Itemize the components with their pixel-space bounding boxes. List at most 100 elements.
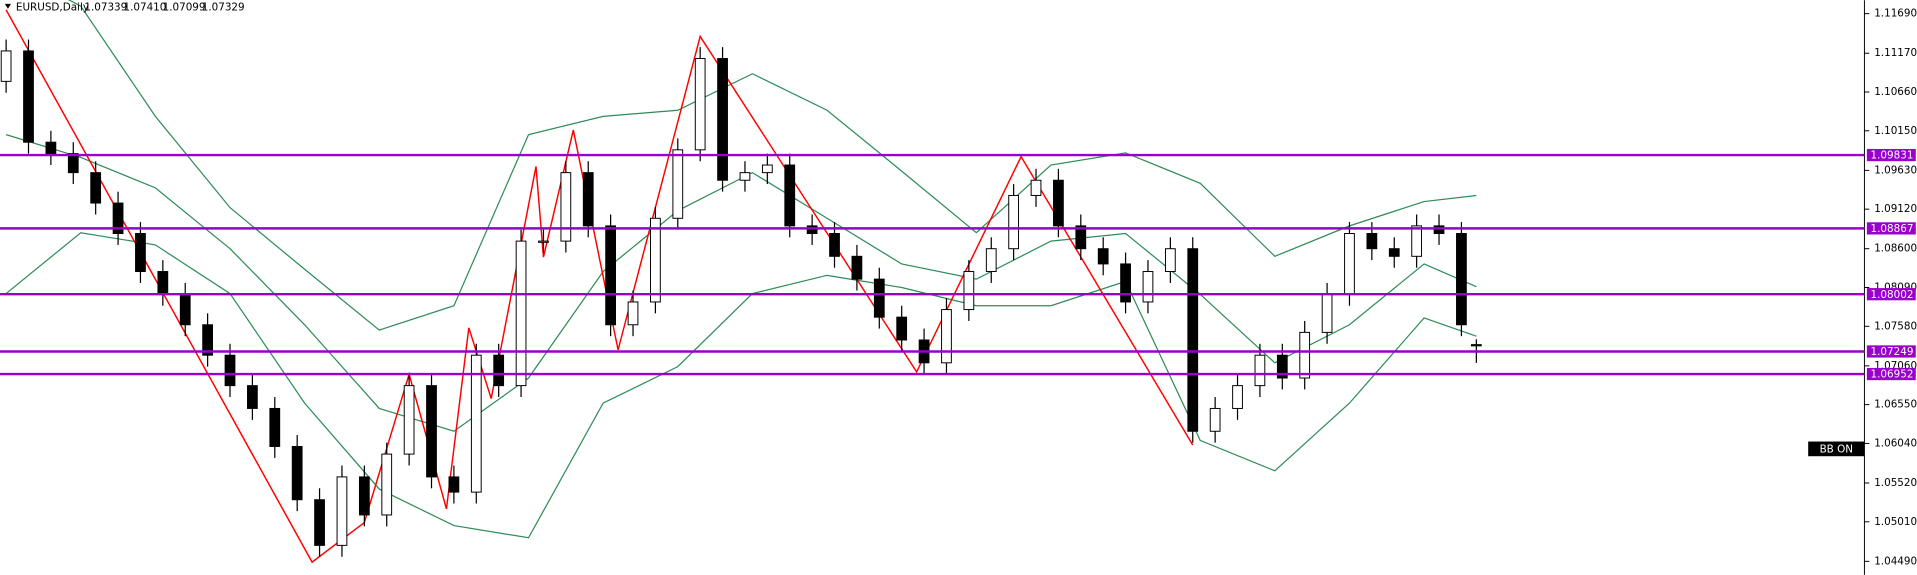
level-label-box — [1866, 288, 1916, 301]
candle-body — [963, 271, 975, 311]
y-tick-label: 1.05520 — [1874, 477, 1917, 489]
candle-body — [314, 499, 325, 546]
y-tick-label: 1.06550 — [1874, 399, 1917, 411]
open-label: 1.07339 — [84, 2, 127, 14]
bollinger-middle — [5, 134, 1477, 432]
y-tick-label: 1.09630 — [1874, 164, 1917, 176]
level-label-box — [1866, 345, 1916, 358]
candle-body — [1321, 293, 1333, 333]
candle-body — [672, 149, 684, 219]
candle-body — [1299, 331, 1311, 379]
candle-body — [67, 153, 79, 174]
candle-body — [1209, 407, 1221, 432]
candle-body — [582, 172, 594, 227]
high-label: 1.07410 — [123, 2, 166, 14]
candle-body — [1254, 354, 1266, 387]
candle-body — [627, 301, 639, 326]
plot-area — [0, 0, 1865, 564]
annotation: BB ON — [1820, 443, 1853, 455]
level-label: 1.06952 — [1871, 369, 1914, 381]
candle-body — [806, 225, 818, 234]
candle-body — [1470, 344, 1482, 347]
candle-body — [873, 278, 885, 318]
candle-body — [358, 476, 370, 516]
candle-body — [1187, 248, 1199, 432]
y-tick-label: 1.11170 — [1874, 47, 1917, 59]
candle-body — [291, 445, 303, 501]
candle-body — [1053, 179, 1064, 227]
candle-body — [784, 164, 796, 227]
candle-body — [1075, 225, 1087, 250]
close-label: 1.07329 — [202, 2, 245, 14]
candle-body — [1232, 385, 1243, 409]
candle-body — [470, 354, 482, 493]
candle-body — [538, 240, 549, 243]
level-label: 1.08002 — [1871, 289, 1914, 301]
low-label: 1.07099 — [163, 2, 206, 14]
candle-body — [23, 50, 34, 143]
candle-body — [336, 476, 348, 546]
candle-body — [493, 354, 505, 387]
candle-body — [269, 407, 281, 447]
candle-body — [515, 240, 527, 387]
y-tick-label: 1.04490 — [1874, 555, 1917, 567]
candle-body — [560, 172, 572, 242]
y-tick-label: 1.05010 — [1874, 516, 1917, 528]
level-label: 1.09831 — [1871, 150, 1914, 162]
level-label: 1.08867 — [1871, 223, 1914, 235]
candle-body — [761, 164, 773, 174]
candle-body — [1008, 194, 1020, 250]
candle-body — [448, 476, 460, 493]
header-arrow — [4, 3, 12, 9]
candle-body — [650, 217, 661, 303]
y-tick-label: 1.10660 — [1874, 86, 1917, 98]
candle-body — [1456, 233, 1467, 326]
y-tick-label: 1.07580 — [1874, 320, 1917, 332]
level-label: 1.07249 — [1871, 346, 1914, 358]
y-tick-label: 1.08600 — [1874, 243, 1917, 255]
candle-body — [1344, 233, 1355, 295]
y-tick-label: 1.06040 — [1874, 437, 1917, 449]
candle-body — [1120, 263, 1131, 303]
candle-body — [851, 255, 863, 280]
candle-body — [247, 385, 258, 409]
candle-body — [1164, 248, 1176, 273]
candle-body — [1030, 179, 1042, 196]
level-label-box — [1866, 148, 1916, 162]
candle-body — [381, 453, 393, 516]
candle-body — [1142, 271, 1154, 303]
level-label-box — [1866, 222, 1916, 235]
candle-body — [157, 271, 169, 295]
candle-body — [426, 385, 437, 478]
candle-body — [135, 233, 146, 273]
annotation-box — [1808, 441, 1865, 457]
candle-body — [202, 324, 213, 356]
candle-body — [739, 172, 751, 181]
y-tick-label: 1.10150 — [1874, 125, 1917, 137]
candle-body — [1097, 248, 1109, 265]
candle-body — [717, 58, 728, 181]
candle-body — [1388, 248, 1400, 257]
candle-body — [403, 385, 415, 455]
candle-body — [829, 233, 840, 257]
candle-body — [224, 354, 236, 387]
y-tick-label: 1.09120 — [1874, 203, 1917, 215]
candle-body — [694, 58, 706, 151]
candle-body — [1366, 233, 1378, 250]
candle-body — [985, 248, 997, 273]
zigzag — [5, 9, 1194, 564]
symbol-label: EURUSD,Daily — [16, 2, 89, 14]
level-label-box — [1866, 367, 1916, 381]
candle-body — [1433, 225, 1445, 234]
candle-body — [45, 141, 57, 155]
candle-body — [179, 293, 191, 326]
candle-body — [941, 309, 952, 364]
candle-body — [1276, 354, 1288, 379]
candle-body — [896, 316, 908, 341]
candle-body — [112, 202, 124, 234]
candle-body — [1411, 225, 1423, 257]
candle-body — [605, 225, 617, 326]
